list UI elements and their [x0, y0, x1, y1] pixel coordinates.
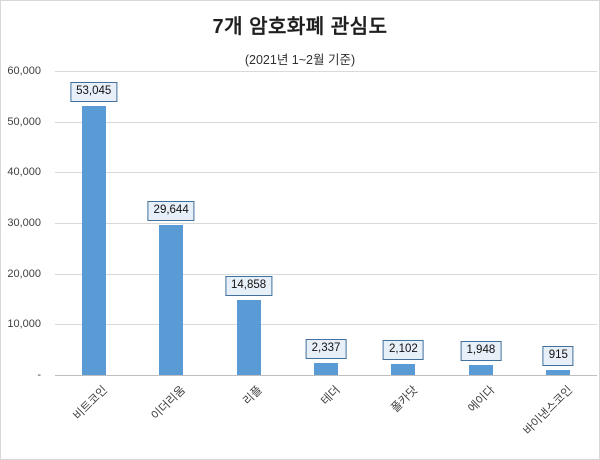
bar-폴카닷	[391, 364, 416, 375]
x-axis-line	[55, 375, 597, 376]
bar-이더리움	[159, 224, 184, 375]
bar-비트코인	[81, 106, 106, 375]
y-axis-tick-label: 50,000	[7, 115, 41, 128]
y-axis-tick-label: 40,000	[7, 166, 41, 179]
y-axis-tick-label: 10,000	[7, 318, 41, 331]
bar-리플	[236, 299, 261, 375]
y-gridline	[55, 324, 597, 326]
chart-subtitle: (2021년 1~2월 기준)	[244, 53, 356, 67]
bar-바이낸스코인	[546, 370, 571, 375]
y-gridline	[55, 172, 597, 174]
y-gridline	[55, 121, 597, 123]
y-gridline	[55, 273, 597, 275]
y-axis-tick-label: 20,000	[7, 267, 41, 280]
y-gridline	[55, 223, 597, 224]
x-axis-category-label: 바이낸스코인	[521, 384, 575, 438]
x-axis-category-label: 테더	[319, 384, 343, 408]
bar-에이다	[468, 365, 493, 375]
x-axis-category-label: 이더리움	[149, 384, 188, 423]
y-axis-tick-label: -	[37, 369, 41, 381]
y-gridline	[55, 71, 597, 72]
x-axis-category-label: 비트코인	[71, 384, 111, 423]
value-label: 915	[542, 346, 574, 367]
value-label: 14,858	[224, 275, 273, 296]
value-label: 1,948	[460, 341, 502, 361]
y-axis-tick-label: 30,000	[7, 217, 41, 229]
value-label: 29,644	[147, 200, 195, 221]
y-axis-tick-label: 60,000	[7, 65, 41, 77]
bar-테더	[314, 363, 338, 375]
value-label: 53,045	[70, 82, 118, 103]
value-label: 2,337	[305, 339, 347, 359]
x-axis-category-label: 리플	[241, 384, 266, 408]
x-axis-category-label: 에이다	[466, 384, 498, 416]
value-label: 2,102	[383, 340, 424, 361]
x-axis-category-label: 폴카닷	[389, 384, 421, 416]
chart-title: 7개 암호화폐 관심도	[212, 16, 388, 38]
